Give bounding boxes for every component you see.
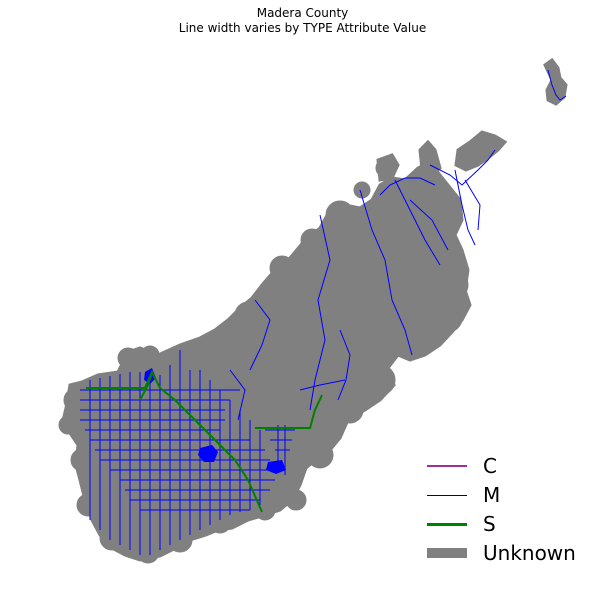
blob (136, 540, 160, 564)
blob (58, 415, 78, 435)
blob (441, 271, 469, 299)
blob (257, 362, 283, 388)
legend-swatch-c (427, 465, 467, 467)
blob (288, 338, 312, 362)
legend-label-unknown: Unknown (483, 541, 576, 565)
blob (306, 441, 334, 469)
blob (76, 493, 100, 517)
blob (285, 489, 307, 511)
legend-label-s: S (483, 512, 496, 536)
blob (269, 255, 295, 281)
northeast-lobe (454, 130, 508, 172)
blob (406, 326, 434, 354)
legend-swatch-m (427, 495, 467, 496)
legend-item-c: C (424, 452, 604, 480)
blob (353, 181, 371, 199)
legend-item-s: S (424, 510, 604, 538)
blob (375, 158, 395, 178)
map-subtitle: Line width varies by TYPE Attribute Valu… (178, 21, 427, 35)
legend-item-m: M (424, 481, 604, 509)
legend-label-m: M (483, 483, 501, 507)
blob (140, 345, 160, 365)
major-road-grid (80, 69, 567, 555)
map-title: Madera County (256, 6, 349, 20)
blob (434, 199, 456, 221)
legend-swatch-unknown (427, 548, 467, 558)
blob (70, 448, 94, 472)
legend-swatch-s (427, 523, 467, 526)
legend-label-c: C (483, 454, 497, 478)
blob (254, 499, 276, 521)
secondary-roads (86, 369, 323, 513)
legend-item-unknown: Unknown (424, 539, 604, 567)
blob (364, 364, 396, 396)
blob (99, 525, 125, 551)
detached-parcel (543, 57, 568, 106)
blob (196, 336, 224, 364)
blob (433, 303, 463, 333)
blob (336, 396, 364, 424)
blob (300, 228, 324, 252)
blob (117, 347, 139, 369)
blob (234, 301, 262, 329)
blob (225, 380, 255, 410)
blob (325, 200, 355, 230)
north-peninsula (418, 139, 442, 177)
